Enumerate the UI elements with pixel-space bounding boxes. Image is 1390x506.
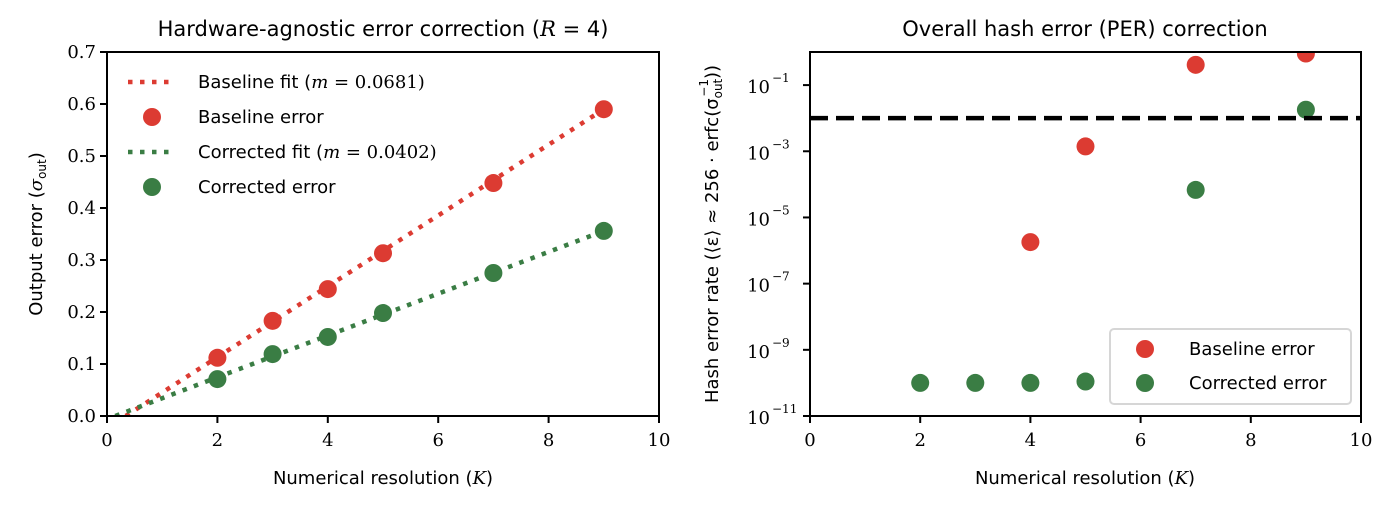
data-point: [1076, 137, 1095, 156]
x-tick-label: 6: [1135, 430, 1146, 451]
legend-label: Baseline fit (m = 0.0681): [198, 72, 425, 93]
right-y-axis-label: Hash error rate (⟨ε⟩ ≈ 256 · erfc(σout−1…: [697, 65, 725, 403]
data-point: [374, 244, 392, 263]
y-tick-label: 0.4: [67, 198, 96, 219]
data-point: [966, 373, 985, 392]
data-point: [374, 304, 392, 323]
legend-label: Corrected error: [198, 177, 336, 198]
y-tick-exponent: −9: [772, 336, 790, 350]
x-tick-label: 10: [648, 430, 671, 451]
right-x-axis-label: Numerical resolution (K): [975, 468, 1195, 489]
data-point: [263, 345, 282, 364]
legend-label: Baseline error: [198, 107, 324, 128]
legend-marker-swatch: [143, 178, 161, 196]
left-x-axis-label: Numerical resolution (K): [273, 468, 493, 489]
x-tick-label: 6: [432, 430, 443, 451]
y-tick-exponent: −5: [772, 203, 790, 217]
data-point: [318, 327, 337, 346]
left-axes-frame: [106, 51, 660, 417]
y-tick-exponent: −11: [772, 402, 797, 416]
right-chart: Overall hash error (PER) correction 0 2 4 6…: [697, 17, 1372, 489]
data-point: [318, 280, 337, 299]
y-tick-label: 10: [747, 143, 770, 164]
y-tick-label: 0.6: [67, 94, 96, 115]
right-legend: Baseline error Corrected error: [1109, 328, 1352, 405]
data-point: [1076, 372, 1095, 391]
x-tick-label: 2: [212, 430, 223, 451]
legend-label: Baseline error: [1189, 339, 1315, 360]
y-tick-label: 10: [747, 276, 770, 297]
legend-box: [1109, 328, 1352, 405]
y-tick-exponent: −3: [772, 137, 790, 151]
data-point: [1186, 180, 1205, 199]
x-tick-label: 10: [1350, 430, 1373, 451]
left-y-axis-label: Output error (σout): [26, 152, 49, 316]
data-point: [1296, 100, 1315, 119]
y-tick-label: 10: [747, 77, 770, 98]
data-point: [594, 100, 613, 119]
x-tick-label: 2: [914, 430, 925, 451]
legend-marker-swatch: [1136, 340, 1154, 358]
y-tick-label: 0.2: [67, 302, 96, 323]
data-point: [1021, 373, 1040, 392]
data-point: [484, 174, 503, 193]
y-tick-label: 0.5: [67, 146, 96, 167]
data-point: [1296, 52, 1315, 63]
right-plot-area: [810, 52, 1361, 392]
fit-line-2: [114, 228, 605, 416]
legend-marker-swatch: [1136, 374, 1154, 392]
data-point: [594, 221, 613, 240]
data-point: [208, 370, 227, 389]
x-tick-label: 0: [804, 430, 815, 451]
data-point: [484, 264, 503, 282]
left-legend: Baseline fit (m = 0.0681) Baseline error C…: [128, 72, 437, 198]
y-tick-label: 0.3: [67, 250, 96, 271]
data-point: [208, 348, 227, 367]
data-point: [1186, 55, 1205, 74]
x-tick-label: 8: [1245, 430, 1256, 451]
x-tick-label: 0: [101, 430, 112, 451]
y-tick-label: 0.1: [67, 354, 96, 375]
y-tick-label: 10: [747, 408, 770, 429]
x-tick-label: 4: [322, 430, 333, 451]
y-tick-label: 10: [747, 342, 770, 363]
y-tick-exponent: −7: [772, 270, 790, 284]
left-plot-area: [114, 100, 613, 416]
x-tick-label: 8: [543, 430, 554, 451]
right-axes-frame: [809, 51, 1362, 417]
data-point: [911, 373, 930, 392]
y-tick-label: 0.0: [67, 406, 96, 427]
y-tick-exponent: −1: [772, 71, 790, 85]
legend-label: Corrected error: [1189, 373, 1327, 394]
left-chart-title: Hardware-agnostic error correction (R = …: [158, 17, 609, 41]
legend-label: Corrected fit (m = 0.0402): [198, 142, 437, 163]
x-tick-label: 4: [1025, 430, 1036, 451]
y-tick-label: 10: [747, 209, 770, 230]
data-point: [263, 311, 282, 330]
left-chart: Hardware-agnostic error correction (R = …: [26, 17, 670, 489]
data-point: [1021, 233, 1040, 252]
legend-marker-swatch: [143, 108, 161, 126]
right-chart-title: Overall hash error (PER) correction: [902, 17, 1267, 41]
y-tick-label: 0.7: [67, 42, 96, 63]
